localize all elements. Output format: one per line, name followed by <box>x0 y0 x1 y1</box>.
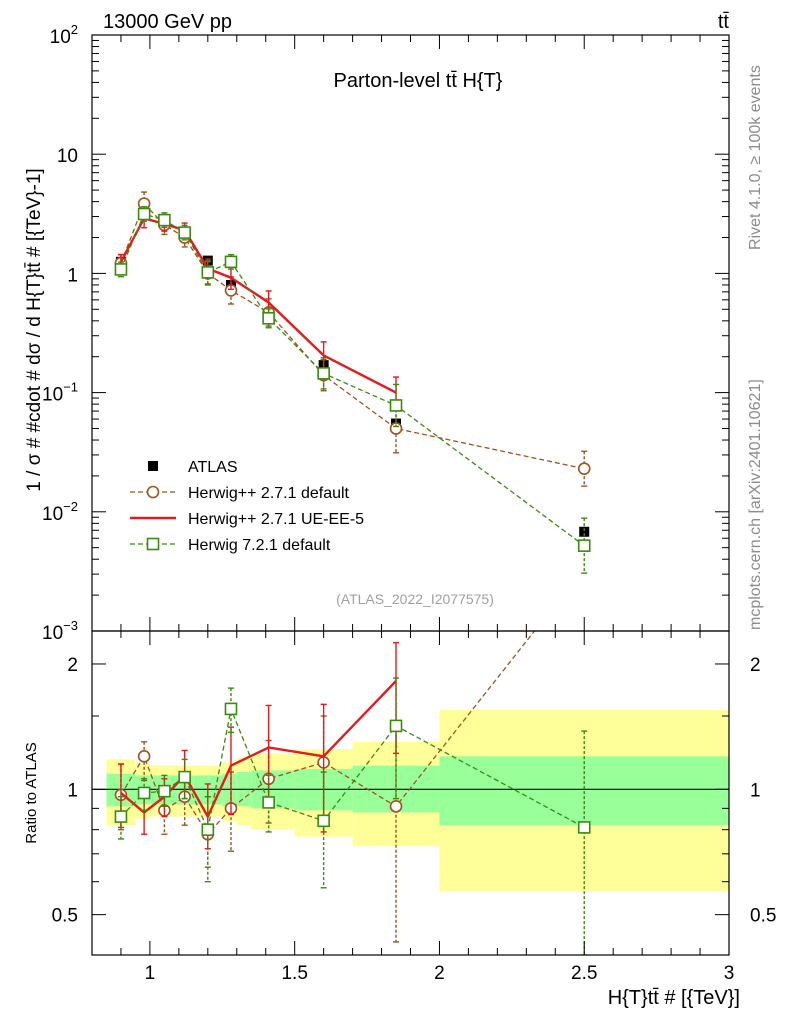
data-point <box>178 226 191 239</box>
data-point <box>158 213 171 227</box>
data-point <box>577 539 591 552</box>
main-y-tick-label: 10 <box>57 146 78 167</box>
ratio-y-tick-label-right: 1 <box>750 780 761 801</box>
main-panel: 102 10 1 10−1 10−2 10−3 Parton-level tt̄ H{T}… <box>24 22 730 644</box>
ratio-y-tick-label: 0.5 <box>52 906 78 927</box>
legend-marker <box>146 485 160 499</box>
data-point <box>114 263 128 276</box>
main-y-tick-label: 102 <box>50 22 78 48</box>
main-y-tick-label: 1 <box>67 265 78 286</box>
ratio-point <box>178 770 191 784</box>
legend-marker <box>148 461 158 471</box>
ratio-point <box>114 810 128 823</box>
legend-label: Herwig++ 2.7.1 default <box>188 485 350 502</box>
legend-label: Herwig++ 2.7.1 UE-EE-5 <box>188 511 364 528</box>
ratio-y-tick-label-right: 2 <box>750 655 761 676</box>
legend-entry: Herwig++ 2.7.1 default <box>130 485 350 502</box>
data-point <box>224 255 238 269</box>
ratio-point <box>262 796 275 809</box>
main-y-tick-label: 10−2 <box>42 499 78 525</box>
legend-entry: Herwig 7.2.1 default <box>130 537 331 554</box>
ratio-panel: 0.5 0.5 1 1 2 2 1 1.5 2 2.5 3 Ratio to ATLAS H{T}t… <box>23 630 776 1009</box>
ratio-point <box>224 702 238 716</box>
data-point <box>201 266 215 279</box>
ratio-y-tick-label-right: 0.5 <box>750 906 776 927</box>
series-line <box>120 213 585 547</box>
x-tick-label: 2.5 <box>571 963 597 984</box>
ratio-point <box>577 821 591 834</box>
data-point <box>579 526 590 537</box>
ratio-point <box>158 784 171 798</box>
ratio-point <box>389 800 403 813</box>
main-y-tick-label: 10−1 <box>42 380 78 406</box>
rivet-version-label: Rivet 4.1.0, ≥ 100k events <box>747 65 764 250</box>
x-tick-label: 2 <box>434 963 445 984</box>
legend-label: ATLAS <box>188 459 238 476</box>
data-point <box>137 207 151 221</box>
legend-entry: Herwig++ 2.7.1 UE-EE-5 <box>130 511 364 528</box>
data-point <box>317 367 330 380</box>
data-point <box>389 399 403 412</box>
data-point <box>577 462 591 475</box>
series-atlas <box>115 208 590 537</box>
legend: ATLAS Herwig++ 2.7.1 default Herwig++ 2.7.… <box>130 459 364 554</box>
ratio-y-axis-label: Ratio to ATLAS <box>23 742 40 843</box>
analysis-id-label: (ATLAS_2022_I2077575) <box>336 591 494 607</box>
ratio-point <box>389 719 403 733</box>
ratio-point <box>201 823 215 836</box>
ratio-point <box>137 786 151 800</box>
ratio-y-tick-label: 1 <box>67 780 78 801</box>
chart-title: Parton-level tt̄ H{T} <box>334 70 503 92</box>
series-line <box>120 202 585 470</box>
x-tick-label: 1.5 <box>281 963 307 984</box>
legend-label: Herwig 7.2.1 default <box>188 537 331 554</box>
ratio-point <box>137 750 151 763</box>
energy-label: 13000 GeV pp <box>103 11 232 33</box>
legend-marker <box>146 537 160 551</box>
series-line <box>119 216 397 394</box>
x-tick-label: 3 <box>724 963 735 984</box>
main-y-tick-label: 10−3 <box>42 618 78 644</box>
ratio-point <box>317 814 330 828</box>
data-point <box>262 312 275 325</box>
process-label: tt̄ <box>718 11 730 33</box>
series-herwig-7-2-1-default <box>114 206 591 574</box>
main-y-axis-label: 1 / σ # #cdot # dσ / d H{T}tt̄ # [{TeV}-… <box>24 168 45 491</box>
x-tick-label: 1 <box>145 963 156 984</box>
series-herwig-2-7-1-ue-ee-5 <box>117 208 400 409</box>
ratio-line <box>120 706 585 832</box>
mcplots-label: mcplots.cern.ch [arXiv:2401.10621] <box>747 379 764 630</box>
uncertainty-band-inner <box>222 773 237 807</box>
x-axis-label: H{T}tt̄ # [{TeV}] <box>608 987 740 1009</box>
legend-entry: ATLAS <box>148 459 238 476</box>
ratio-y-tick-label: 2 <box>67 655 78 676</box>
ratio-series-herwig-7-2-1-default <box>114 677 591 955</box>
ratio-line <box>120 631 536 836</box>
data-point <box>389 422 403 435</box>
